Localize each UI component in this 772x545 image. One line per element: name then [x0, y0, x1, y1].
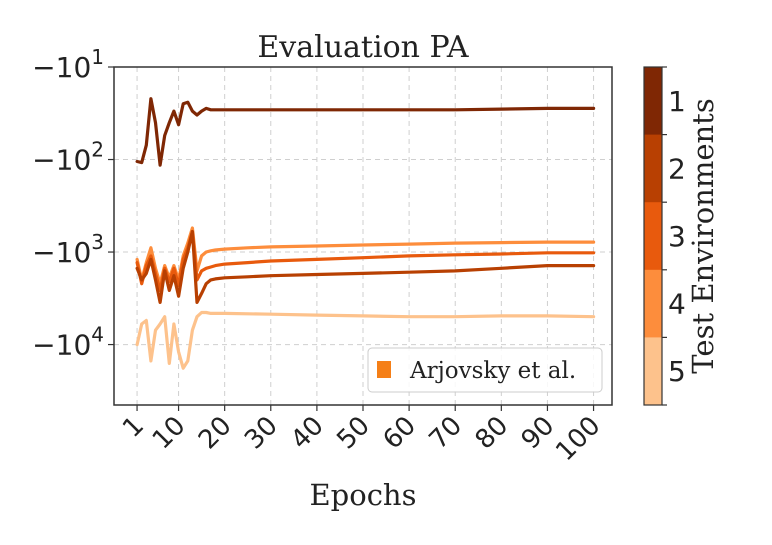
legend-label: Arjovsky et al.	[409, 358, 576, 384]
x-tick-label: 60	[377, 411, 422, 456]
x-tick-label: 20	[193, 411, 238, 456]
series-line-env-2	[135, 229, 596, 304]
y-tick-label: −104	[32, 323, 104, 362]
x-tick-label: 1	[117, 411, 150, 444]
x-tick-label: 10	[147, 411, 192, 456]
colorbar-tick-label: 4	[668, 288, 686, 321]
y-axis: −101 −102 −103 −104	[32, 45, 114, 362]
colorbar-tick-label: 5	[668, 355, 686, 388]
legend-box	[367, 347, 603, 393]
series-line-env-1	[135, 97, 596, 167]
colorbar-segment-5	[644, 337, 662, 406]
series-line-env-3	[135, 229, 596, 292]
colorbar-tick-label: 1	[668, 85, 686, 118]
x-tick-label: 40	[285, 411, 330, 456]
colorbar-tick-label: 3	[668, 220, 686, 253]
x-tick-label: 100	[550, 411, 606, 467]
colorbar-frame	[643, 66, 663, 406]
series-line-env-5	[135, 310, 596, 370]
colorbar-segment-4	[644, 269, 662, 338]
x-tick-label: 50	[331, 411, 376, 456]
colorbar-segment-3	[644, 202, 662, 271]
y-tick-label: −101	[32, 45, 104, 84]
chart-title: Evaluation PA	[257, 30, 469, 65]
colorbar: 1 2 3 4 5	[643, 66, 686, 406]
series-group	[135, 97, 596, 370]
y-tick-label: −102	[32, 138, 104, 177]
x-tick-label: 70	[424, 411, 469, 456]
x-tick-label: 80	[470, 411, 515, 456]
y-tick-label: −103	[32, 230, 104, 269]
legend-swatch	[377, 361, 391, 378]
x-tick-label: 30	[239, 411, 284, 456]
legend: Arjovsky et al.	[367, 347, 603, 393]
colorbar-tick-label: 2	[668, 152, 686, 185]
colorbar-label: Test Environments	[686, 98, 720, 373]
colorbar-segment-2	[644, 134, 662, 203]
x-axis-label: Epochs	[310, 478, 417, 512]
colorbar-segment-1	[644, 67, 662, 136]
series-line-env-4	[135, 226, 596, 286]
